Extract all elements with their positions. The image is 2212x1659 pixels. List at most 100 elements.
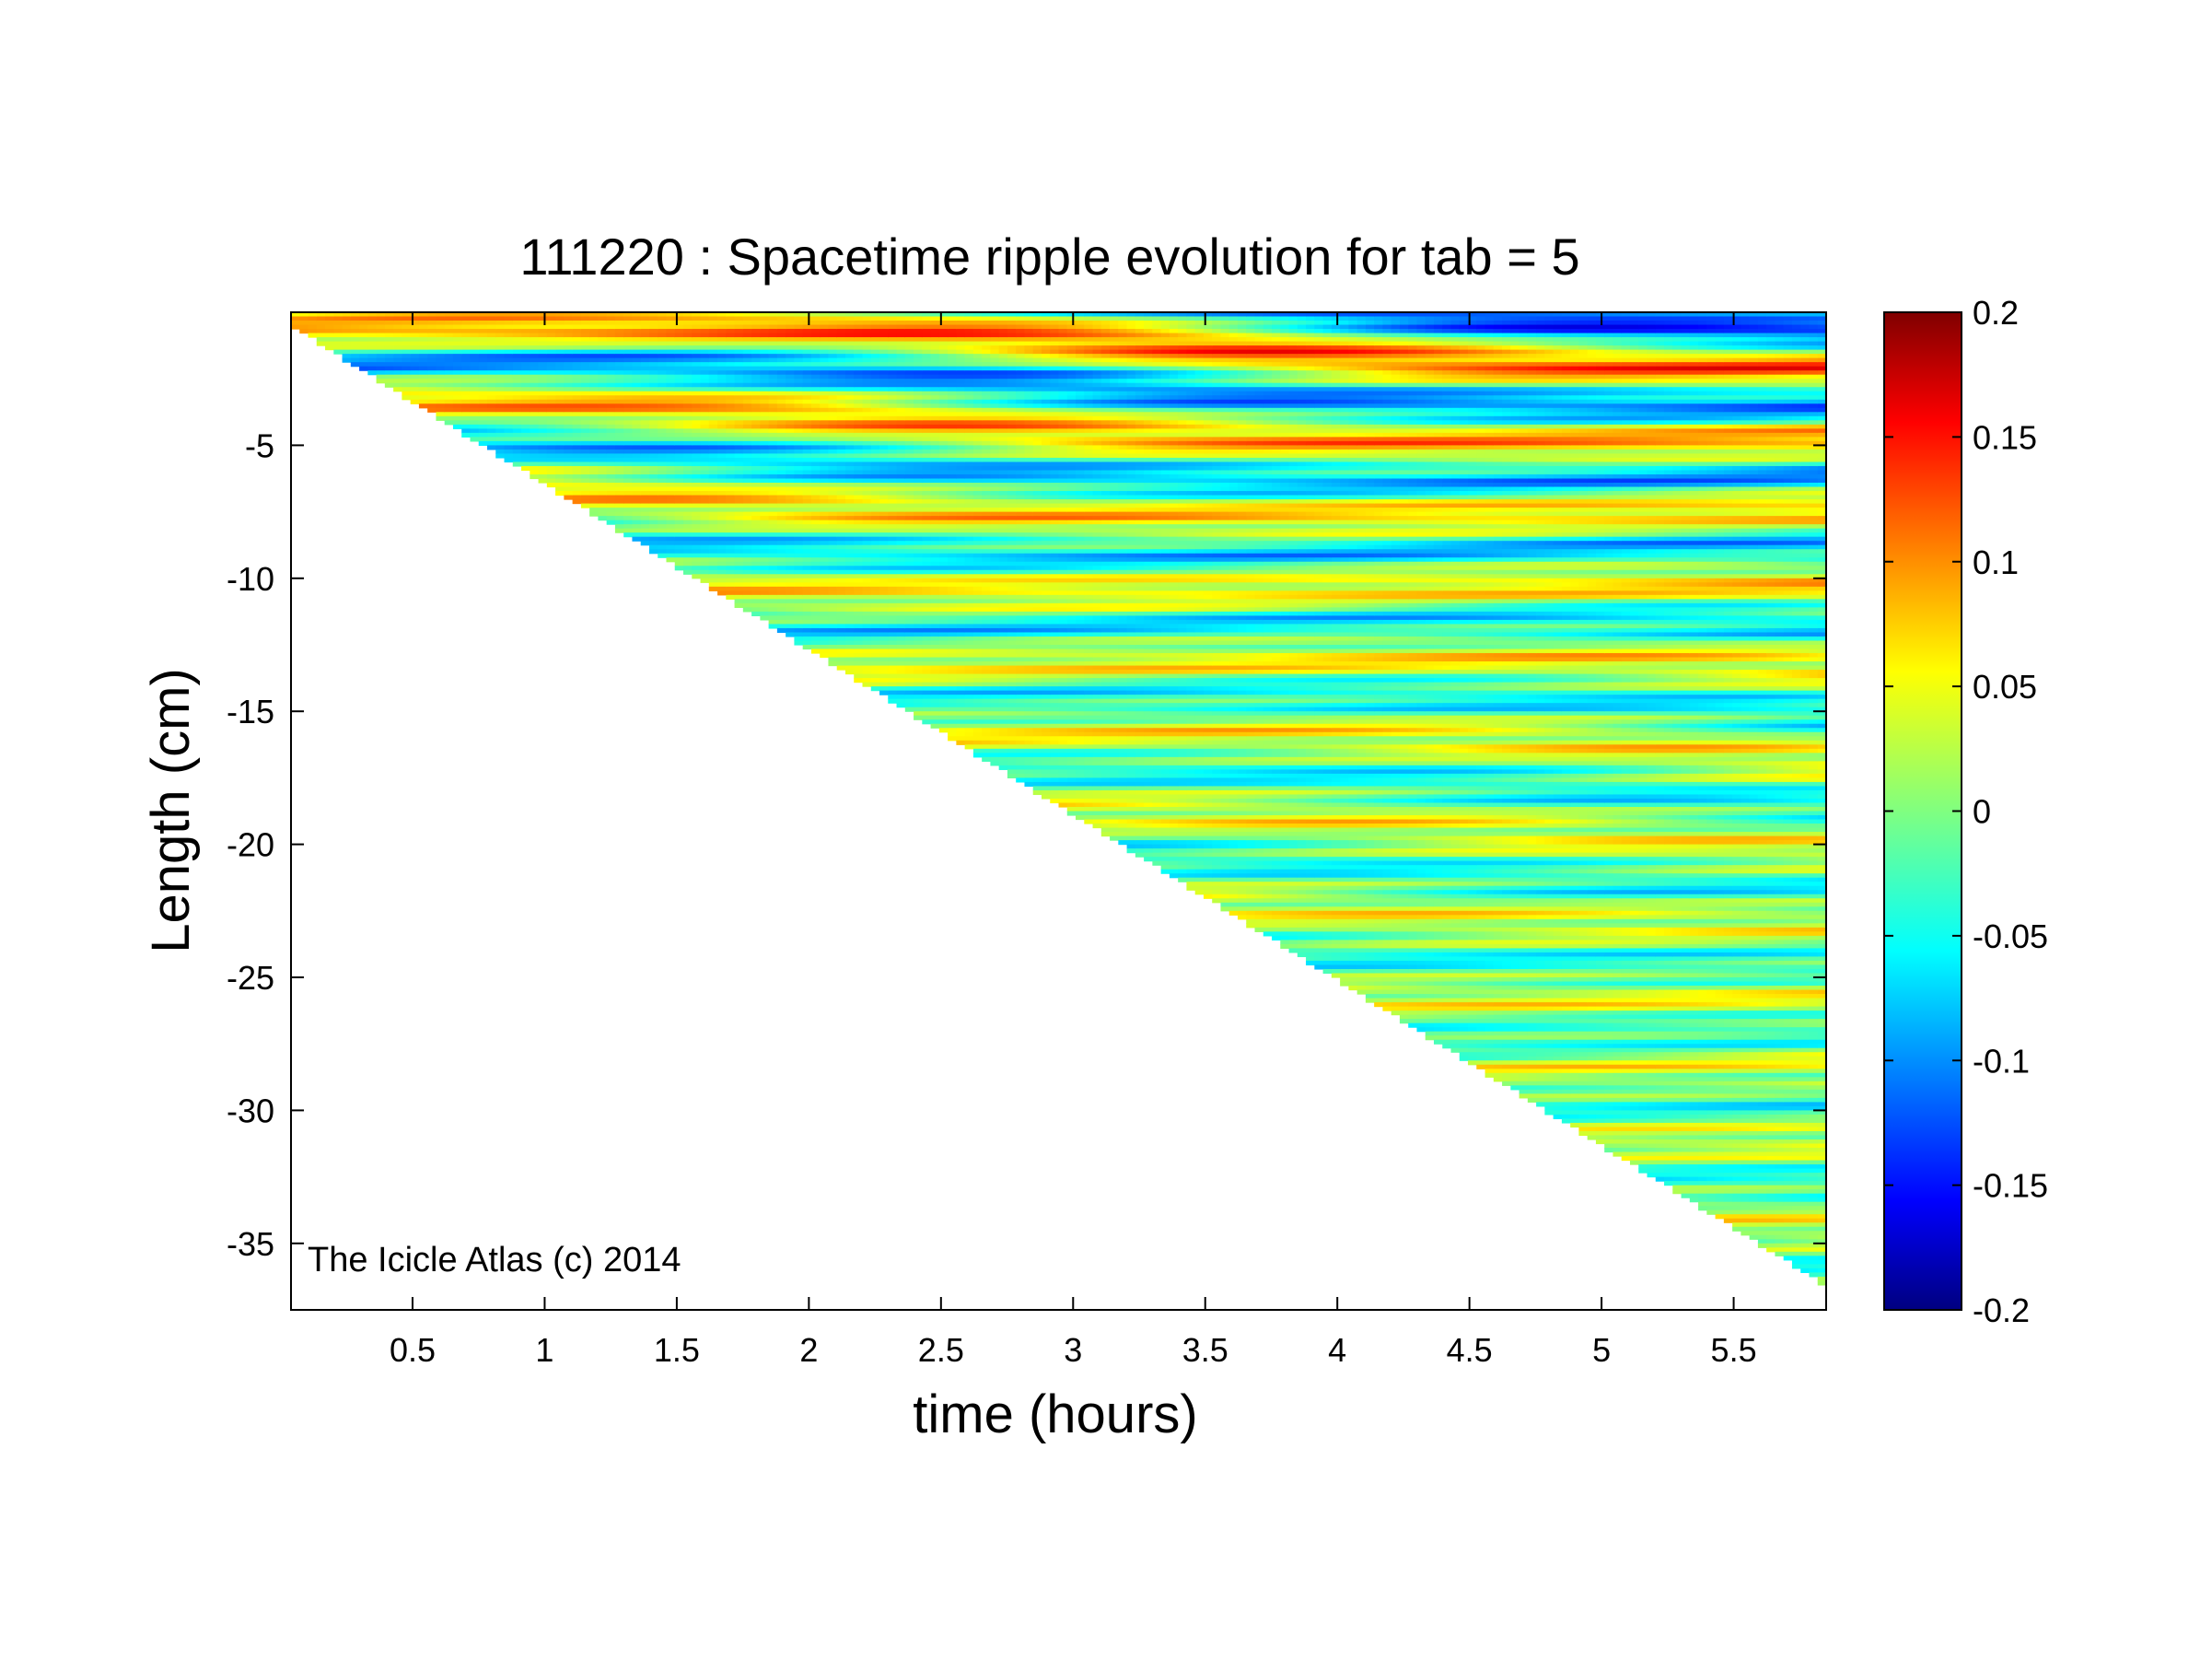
heatmap-cell xyxy=(776,599,786,604)
heatmap-cell xyxy=(948,379,957,384)
heatmap-cell xyxy=(922,420,932,426)
heatmap-cell xyxy=(786,329,795,334)
heatmap-cell xyxy=(930,532,940,538)
heatmap-cell xyxy=(896,569,906,575)
heatmap-cell xyxy=(870,391,880,396)
heatmap-cell xyxy=(461,399,472,404)
heatmap-cell xyxy=(794,374,804,380)
heatmap-cell xyxy=(1016,566,1026,571)
heatmap-cell xyxy=(580,437,590,442)
heatmap-cell xyxy=(308,312,318,318)
heatmap-cell xyxy=(444,357,454,363)
heatmap-cell xyxy=(708,511,718,517)
heatmap-cell xyxy=(648,503,658,508)
heatmap-cell xyxy=(717,445,727,450)
heatmap-cell xyxy=(820,415,830,421)
heatmap-cell xyxy=(964,728,974,733)
heatmap-cell xyxy=(810,511,821,517)
heatmap-cell xyxy=(990,499,1000,505)
heatmap-cell xyxy=(538,424,548,429)
heatmap-cell xyxy=(325,337,334,343)
heatmap-cell xyxy=(990,673,1000,679)
heatmap-cell xyxy=(836,544,846,550)
heatmap-cell xyxy=(879,362,889,368)
heatmap-cell xyxy=(879,645,889,650)
heatmap-cell xyxy=(546,312,556,318)
heatmap-cell xyxy=(538,354,548,359)
heatmap-cell xyxy=(914,553,923,558)
heatmap-cell xyxy=(751,357,761,363)
heatmap-cell xyxy=(914,624,923,629)
heatmap-cell xyxy=(700,370,710,376)
heatmap-cell xyxy=(623,520,634,525)
heatmap-cell xyxy=(521,366,530,371)
heatmap-cell xyxy=(844,524,855,530)
heatmap-cell xyxy=(948,728,957,733)
heatmap-cell xyxy=(820,349,830,355)
heatmap-cell xyxy=(854,541,864,546)
heatmap-cell xyxy=(521,399,530,404)
heatmap-cell xyxy=(299,312,309,318)
heatmap-cell xyxy=(734,511,744,517)
heatmap-cell xyxy=(760,457,770,463)
heatmap-cell xyxy=(998,329,1008,334)
heatmap-cell xyxy=(972,412,983,417)
heatmap-cell xyxy=(776,357,786,363)
heatmap-cell xyxy=(598,407,608,413)
heatmap-cell xyxy=(938,653,949,659)
heatmap-cell xyxy=(598,399,608,404)
heatmap-cell xyxy=(632,495,642,500)
heatmap-cell xyxy=(538,449,548,455)
heatmap-cell xyxy=(810,440,821,446)
heatmap-cell xyxy=(726,357,736,363)
heatmap-cell xyxy=(751,461,761,467)
heatmap-cell xyxy=(538,453,548,459)
heatmap-cell xyxy=(888,574,898,579)
heatmap-cell xyxy=(538,470,548,475)
heatmap-cell xyxy=(726,557,736,563)
heatmap-cell xyxy=(751,437,761,442)
heatmap-cell xyxy=(998,470,1008,475)
heatmap-cell xyxy=(888,412,898,417)
heatmap-cell xyxy=(862,473,872,480)
heatmap-cell xyxy=(854,379,864,384)
heatmap-cell xyxy=(436,395,446,401)
heatmap-cell xyxy=(914,370,923,376)
heatmap-cell xyxy=(844,624,855,629)
heatmap-cell xyxy=(888,516,898,521)
heatmap-cell xyxy=(820,645,830,650)
heatmap-cell xyxy=(648,395,658,401)
heatmap-cell xyxy=(742,594,752,600)
heatmap-cell xyxy=(922,690,932,695)
heatmap-cell xyxy=(692,511,702,517)
heatmap-cell xyxy=(589,473,599,480)
heatmap-cell xyxy=(487,432,496,438)
heatmap-cell xyxy=(640,370,650,376)
heatmap-cell xyxy=(982,611,992,617)
heatmap-cell xyxy=(820,412,830,417)
heatmap-cell xyxy=(844,483,855,488)
heatmap-cell xyxy=(896,532,906,538)
heatmap-cell xyxy=(964,665,974,671)
heatmap-cell xyxy=(888,557,898,563)
heatmap-cell xyxy=(726,316,736,321)
heatmap-cell xyxy=(972,324,983,330)
heatmap-cell xyxy=(538,321,548,326)
heatmap-cell xyxy=(760,362,770,368)
heatmap-cell xyxy=(930,382,940,388)
heatmap-cell xyxy=(674,561,684,567)
heatmap-cell xyxy=(742,407,752,413)
heatmap-cell xyxy=(982,532,992,538)
heatmap-cell xyxy=(512,440,522,446)
heatmap-cell xyxy=(802,491,812,497)
heatmap-cell xyxy=(896,370,906,376)
heatmap-cell xyxy=(879,578,889,583)
heatmap-cell xyxy=(666,324,676,330)
heatmap-cell xyxy=(632,536,642,542)
heatmap-cell xyxy=(794,465,804,472)
heatmap-cell xyxy=(914,695,923,700)
heatmap-cell xyxy=(964,528,974,533)
heatmap-cell xyxy=(794,541,804,546)
heatmap-cell xyxy=(495,324,506,330)
heatmap-cell xyxy=(776,461,786,467)
